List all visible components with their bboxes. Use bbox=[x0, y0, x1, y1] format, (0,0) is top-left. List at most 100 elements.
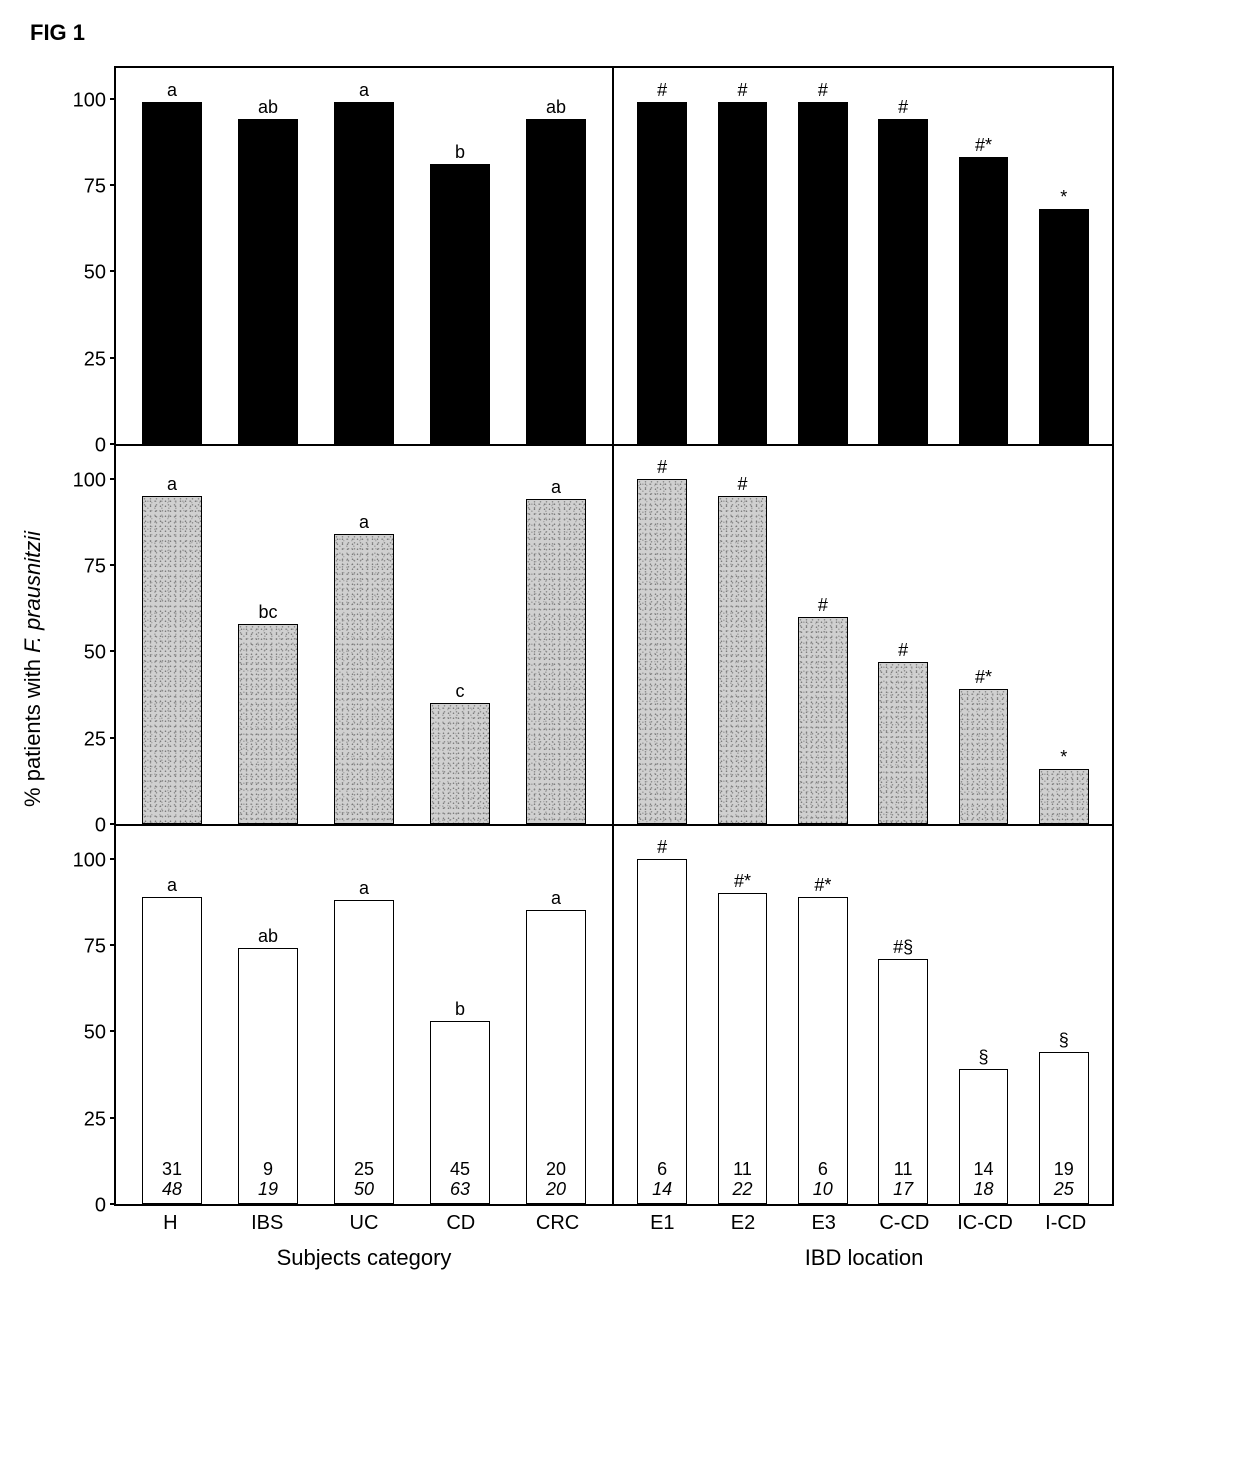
bar-slot: # bbox=[622, 68, 702, 444]
bar-slot: ab bbox=[220, 68, 316, 444]
bar-slot: #*610 bbox=[783, 826, 863, 1204]
n-bottom: 50 bbox=[354, 1179, 374, 1200]
bar bbox=[798, 102, 848, 444]
figure-area: % patients with F. prausnitzii 025507510… bbox=[20, 66, 1220, 1271]
bar-slot: bc bbox=[220, 446, 316, 824]
n-bottom: 14 bbox=[652, 1179, 672, 1200]
x-title-right: IBD location bbox=[614, 1245, 1114, 1271]
n-top: 25 bbox=[354, 1159, 374, 1180]
n-bottom: 25 bbox=[1054, 1179, 1074, 1200]
bar-slot: § 1418 bbox=[943, 826, 1023, 1204]
y-tick-label: 50 bbox=[84, 262, 106, 285]
x-title-row: Subjects category IBD location bbox=[54, 1245, 1114, 1271]
bar bbox=[238, 624, 298, 824]
bar bbox=[878, 119, 928, 444]
x-category-label: E1 bbox=[622, 1212, 703, 1235]
n-top: 20 bbox=[546, 1159, 566, 1180]
x-category-label: CD bbox=[412, 1212, 509, 1235]
chart-panel: abcaca bbox=[114, 446, 614, 826]
bar-slot: a bbox=[124, 68, 220, 444]
y-tick-label: 25 bbox=[84, 348, 106, 371]
n-bottom: 18 bbox=[973, 1179, 993, 1200]
y-tick-label: 25 bbox=[84, 728, 106, 751]
bar-slot: ab919 bbox=[220, 826, 316, 1204]
bars-container: #####** bbox=[614, 446, 1112, 824]
n-top: 9 bbox=[263, 1159, 273, 1180]
n-bottom: 17 bbox=[893, 1179, 913, 1200]
significance-label: # bbox=[737, 475, 747, 493]
bars-container: #614#*1122#*610#§1117§1418§1925 bbox=[614, 826, 1112, 1204]
in-bar-n-labels: 2550 bbox=[316, 1159, 412, 1200]
y-axis-label-species: F. prausnitzii bbox=[20, 531, 45, 653]
in-bar-n-labels: 3148 bbox=[124, 1159, 220, 1200]
x-category-label: C-CD bbox=[864, 1212, 945, 1235]
x-category-label: IC-CD bbox=[945, 1212, 1026, 1235]
y-tick-label: 50 bbox=[84, 642, 106, 665]
significance-label: § bbox=[978, 1048, 988, 1066]
significance-label: a bbox=[359, 81, 369, 99]
bar-slot: § 1925 bbox=[1024, 826, 1104, 1204]
significance-label: #§ bbox=[893, 938, 913, 956]
bar bbox=[959, 689, 1009, 824]
bar bbox=[637, 102, 687, 444]
in-bar-n-labels: 1925 bbox=[1024, 1159, 1104, 1200]
n-top: 11 bbox=[733, 1159, 752, 1180]
bar-slot: ab bbox=[508, 68, 604, 444]
x-category-label: UC bbox=[316, 1212, 413, 1235]
significance-label: a bbox=[167, 475, 177, 493]
n-bottom: 48 bbox=[162, 1179, 182, 1200]
bar bbox=[637, 859, 687, 1204]
n-top: 45 bbox=[450, 1159, 470, 1180]
significance-label: c bbox=[456, 682, 465, 700]
significance-label: # bbox=[737, 81, 747, 99]
x-category-label: CRC bbox=[509, 1212, 606, 1235]
bar-slot: #* bbox=[943, 446, 1023, 824]
significance-label: b bbox=[455, 143, 465, 161]
y-tick-column: 0255075100 bbox=[54, 66, 114, 446]
y-tick-label: 100 bbox=[73, 89, 106, 112]
in-bar-n-labels: 1418 bbox=[943, 1159, 1023, 1200]
bar bbox=[1039, 769, 1089, 824]
significance-label: a bbox=[167, 876, 177, 894]
bar bbox=[526, 499, 586, 824]
significance-label: * bbox=[1060, 188, 1067, 206]
y-tick-label: 25 bbox=[84, 1108, 106, 1131]
bar-slot: # bbox=[863, 68, 943, 444]
bar bbox=[142, 496, 202, 824]
in-bar-n-labels: 2020 bbox=[508, 1159, 604, 1200]
y-axis-label-prefix: % patients with bbox=[20, 652, 45, 806]
x-category-label: E3 bbox=[783, 1212, 864, 1235]
significance-label: ab bbox=[546, 98, 566, 116]
in-bar-n-labels: 1122 bbox=[702, 1159, 782, 1200]
y-tick-label: 0 bbox=[95, 1195, 106, 1218]
bar bbox=[430, 164, 490, 444]
bar-slot: * bbox=[1024, 446, 1104, 824]
y-tick-label: 75 bbox=[84, 175, 106, 198]
x-labels-right: E1E2E3C-CDIC-CDI-CD bbox=[614, 1206, 1114, 1235]
significance-label: § bbox=[1059, 1031, 1069, 1049]
bar-slot: #§ 1117 bbox=[863, 826, 943, 1204]
y-tick-label: 75 bbox=[84, 555, 106, 578]
significance-label: # bbox=[657, 81, 667, 99]
bar bbox=[334, 534, 394, 824]
bar-slot: # bbox=[783, 446, 863, 824]
bars-container: a3148ab919a2550b4563a2020 bbox=[116, 826, 612, 1204]
significance-label: a bbox=[359, 879, 369, 897]
y-tick-label: 100 bbox=[73, 469, 106, 492]
bar bbox=[637, 479, 687, 824]
significance-label: a bbox=[359, 513, 369, 531]
bar-slot: b bbox=[412, 68, 508, 444]
bar bbox=[526, 119, 586, 444]
n-top: 11 bbox=[894, 1159, 913, 1180]
in-bar-n-labels: 1117 bbox=[863, 1159, 943, 1200]
panel-grid: 0255075100aababab#####**0255075100abcaca… bbox=[54, 66, 1114, 1206]
bar bbox=[334, 102, 394, 444]
significance-label: # bbox=[657, 458, 667, 476]
y-axis-label: % patients with F. prausnitzii bbox=[20, 531, 46, 807]
x-labels-row: HIBSUCCDCRC E1E2E3C-CDIC-CDI-CD bbox=[54, 1206, 1114, 1235]
significance-label: #* bbox=[734, 872, 751, 890]
bar bbox=[718, 893, 768, 1204]
significance-label: bc bbox=[258, 603, 277, 621]
bar bbox=[718, 496, 768, 824]
in-bar-n-labels: 614 bbox=[622, 1159, 702, 1200]
